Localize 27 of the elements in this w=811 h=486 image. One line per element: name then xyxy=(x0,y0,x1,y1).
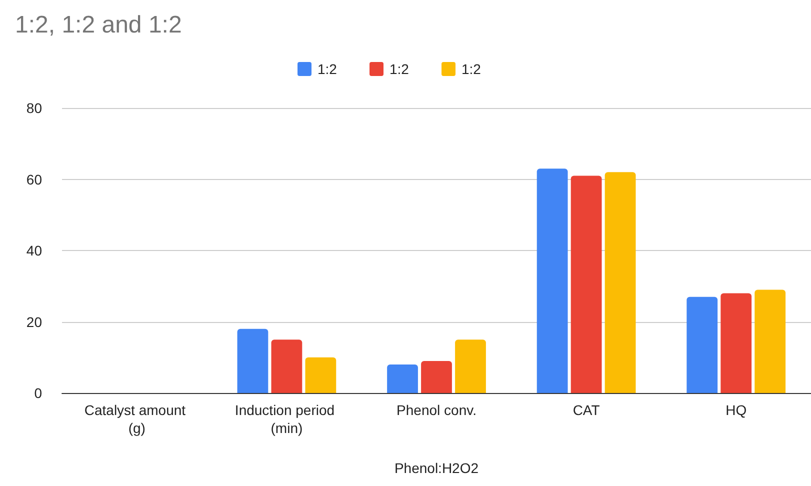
bar xyxy=(305,357,336,393)
bar xyxy=(686,296,718,393)
chart-title: 1:2, 1:2 and 1:2 xyxy=(15,12,182,38)
bar xyxy=(754,290,786,393)
y-tick-label: 20 xyxy=(26,314,42,330)
bar xyxy=(536,168,568,393)
y-tick-label: 60 xyxy=(26,171,42,188)
bar xyxy=(387,364,418,393)
bar xyxy=(720,293,752,393)
x-axis-title: Phenol:H2O2 xyxy=(394,460,479,476)
legend-label: 1:2 xyxy=(318,61,338,77)
x-tick-label: Catalyst amount (g) xyxy=(84,402,190,436)
y-tick-label: 80 xyxy=(26,100,42,116)
legend-label: 1:2 xyxy=(390,61,410,77)
legend-label: 1:2 xyxy=(462,61,482,77)
bar xyxy=(421,360,452,393)
bar xyxy=(570,176,602,393)
bar xyxy=(237,328,268,393)
bar xyxy=(604,172,636,393)
y-tick-label: 40 xyxy=(26,242,42,258)
x-tick-label: HQ xyxy=(726,402,747,418)
x-tick-label: Phenol conv. xyxy=(396,402,476,418)
y-tick-label: 0 xyxy=(34,385,42,401)
bar xyxy=(271,340,302,393)
bar xyxy=(455,340,486,393)
x-tick-label: CAT xyxy=(572,402,600,418)
x-tick-label: Induction period (min) xyxy=(234,402,338,436)
